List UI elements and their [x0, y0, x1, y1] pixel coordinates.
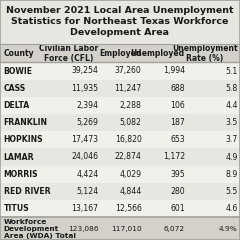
Text: LAMAR: LAMAR — [4, 152, 34, 162]
Text: 8.9: 8.9 — [225, 170, 238, 179]
Text: 395: 395 — [170, 170, 185, 179]
Text: 4,029: 4,029 — [120, 170, 142, 179]
Text: Unemployed: Unemployed — [131, 49, 185, 58]
Text: 3.5: 3.5 — [225, 118, 238, 127]
Text: 106: 106 — [170, 101, 185, 110]
Text: 2,394: 2,394 — [76, 101, 98, 110]
Bar — [0, 183, 240, 200]
Bar — [0, 44, 240, 62]
Text: 3.7: 3.7 — [225, 135, 238, 144]
Text: 1,172: 1,172 — [163, 152, 185, 162]
Text: 5.1: 5.1 — [225, 66, 238, 76]
Text: FRANKLIN: FRANKLIN — [4, 118, 48, 127]
Bar — [0, 97, 240, 114]
Text: BOWIE: BOWIE — [4, 66, 33, 76]
Text: 4.4: 4.4 — [225, 101, 238, 110]
Text: 688: 688 — [170, 84, 185, 93]
Text: 13,167: 13,167 — [72, 204, 98, 213]
Bar — [0, 217, 240, 240]
Text: 187: 187 — [170, 118, 185, 127]
Text: County: County — [4, 49, 34, 58]
Text: 16,820: 16,820 — [115, 135, 142, 144]
Text: 22,874: 22,874 — [115, 152, 142, 162]
Bar — [0, 148, 240, 166]
Bar — [0, 114, 240, 131]
Text: 280: 280 — [170, 187, 185, 196]
Text: 4,424: 4,424 — [76, 170, 98, 179]
Bar — [0, 166, 240, 183]
Bar — [0, 131, 240, 148]
Text: Unemployment
Rate (%): Unemployment Rate (%) — [172, 44, 238, 63]
Text: DELTA: DELTA — [4, 101, 30, 110]
Text: 5,269: 5,269 — [77, 118, 98, 127]
Text: 12,566: 12,566 — [115, 204, 142, 213]
Text: 601: 601 — [170, 204, 185, 213]
Text: 11,935: 11,935 — [72, 84, 98, 93]
Bar — [0, 200, 240, 217]
Text: HOPKINS: HOPKINS — [4, 135, 43, 144]
Text: MORRIS: MORRIS — [4, 170, 38, 179]
Text: Employed: Employed — [99, 49, 142, 58]
Text: 5.8: 5.8 — [225, 84, 238, 93]
Text: 37,260: 37,260 — [115, 66, 142, 76]
Text: CASS: CASS — [4, 84, 26, 93]
Text: 2,288: 2,288 — [120, 101, 142, 110]
Text: 4.6: 4.6 — [225, 204, 238, 213]
Text: 6,072: 6,072 — [164, 226, 185, 232]
Bar — [0, 0, 240, 44]
Text: Workforce
Development
Area (WDA) Total: Workforce Development Area (WDA) Total — [4, 219, 76, 239]
Text: 123,086: 123,086 — [68, 226, 98, 232]
Text: 11,247: 11,247 — [114, 84, 142, 93]
Bar — [0, 62, 240, 80]
Text: 653: 653 — [170, 135, 185, 144]
Text: November 2021 Local Area Unemployment
Statistics for Northeast Texas Workforce
D: November 2021 Local Area Unemployment St… — [6, 6, 234, 37]
Text: Civilian Labor
Force (CFL): Civilian Labor Force (CFL) — [39, 44, 98, 63]
Bar — [0, 80, 240, 97]
Text: 5,124: 5,124 — [76, 187, 98, 196]
Text: 4.9: 4.9 — [225, 152, 238, 162]
Text: RED RIVER: RED RIVER — [4, 187, 50, 196]
Text: 117,010: 117,010 — [111, 226, 142, 232]
Text: 5,082: 5,082 — [120, 118, 142, 127]
Text: 39,254: 39,254 — [72, 66, 98, 76]
Text: TITUS: TITUS — [4, 204, 29, 213]
Text: 17,473: 17,473 — [72, 135, 98, 144]
Text: 24,046: 24,046 — [72, 152, 98, 162]
Text: 1,994: 1,994 — [163, 66, 185, 76]
Text: 5.5: 5.5 — [225, 187, 238, 196]
Text: 4.9%: 4.9% — [219, 226, 238, 232]
Text: 4,844: 4,844 — [119, 187, 142, 196]
